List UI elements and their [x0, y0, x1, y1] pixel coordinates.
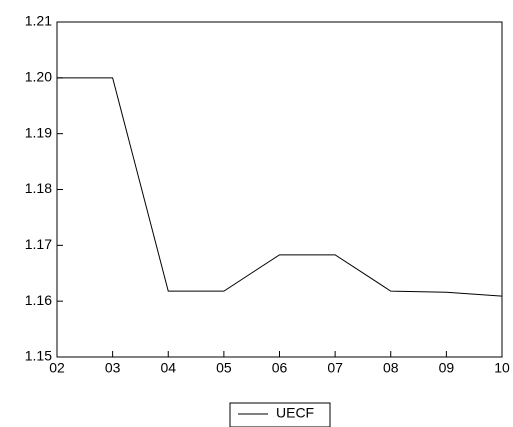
y-tick-label: 1.21 — [25, 13, 52, 29]
x-tick-label: 08 — [383, 360, 399, 376]
x-tick-label: 04 — [160, 360, 176, 376]
x-tick-label: 06 — [272, 360, 288, 376]
x-tick-label: 07 — [327, 360, 343, 376]
x-tick-label: 09 — [439, 360, 455, 376]
plot-frame — [56, 21, 503, 358]
x-tick-label: 03 — [105, 360, 121, 376]
x-tick-label: 02 — [49, 360, 65, 376]
x-tick-label: 05 — [216, 360, 232, 376]
y-tick-label: 1.15 — [25, 348, 52, 364]
legend-box — [229, 402, 331, 427]
y-tick-label: 1.18 — [25, 180, 52, 196]
legend-label: UECF — [276, 405, 314, 421]
y-tick-label: 1.16 — [25, 292, 52, 308]
line-series — [57, 77, 503, 297]
y-tick-label: 1.19 — [25, 124, 52, 140]
x-tick-label: 10 — [494, 360, 510, 376]
y-tick-label: 1.20 — [25, 69, 52, 85]
y-tick-label: 1.17 — [25, 236, 52, 252]
